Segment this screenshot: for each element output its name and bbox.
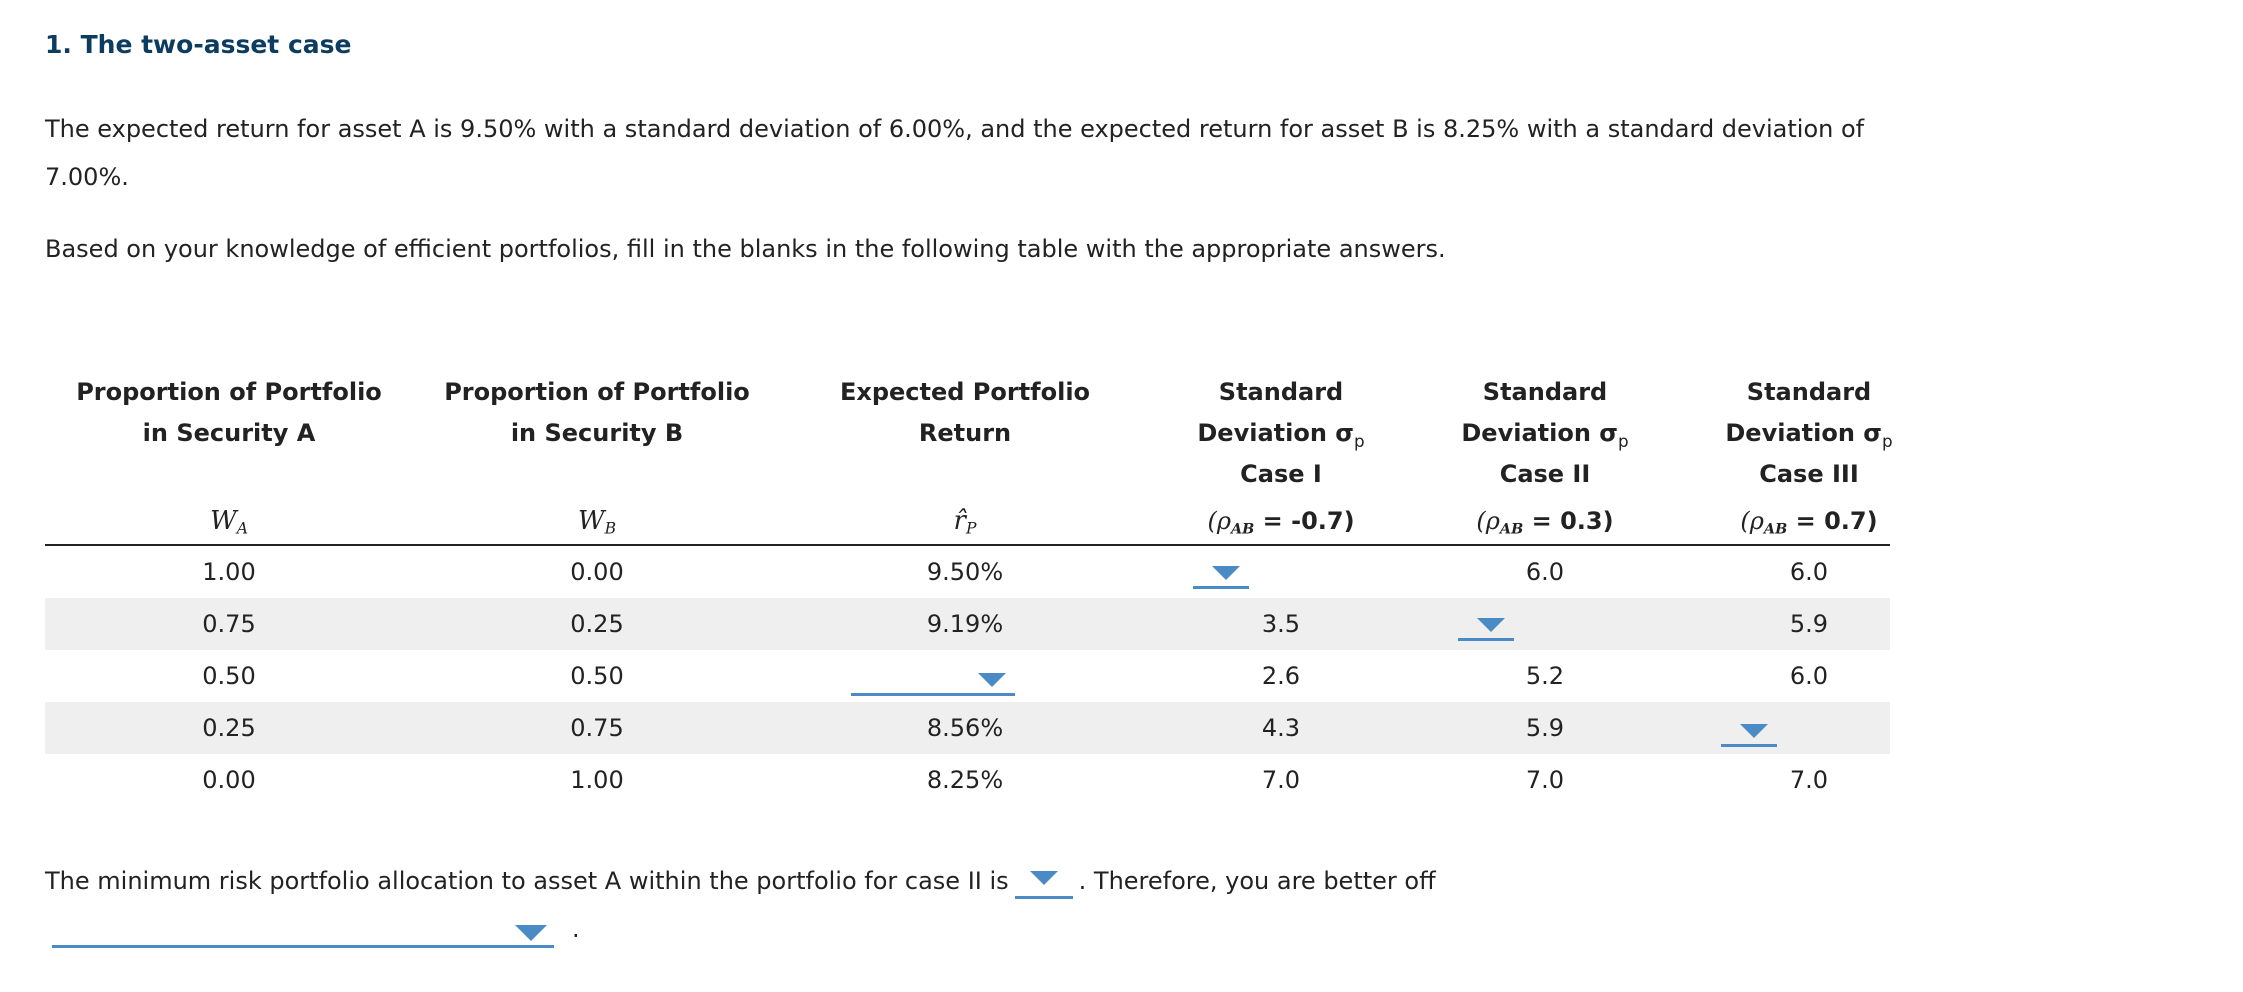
cell-case2: 5.2 [1525, 662, 1565, 690]
cell-case3: 6.0 [1789, 558, 1829, 586]
header-weight-a: Proportion of Portfolio in Security A [76, 378, 382, 447]
header-case-1: Standard Deviation σp Case I [1197, 378, 1365, 488]
cell-case2: 6.0 [1525, 558, 1565, 586]
std-case1-dropdown[interactable] [1193, 558, 1249, 589]
cell-wb: 1.00 [570, 766, 624, 794]
chevron-down-icon [978, 673, 1006, 687]
better-off-dropdown[interactable] [52, 917, 554, 948]
min-risk-allocation-dropdown[interactable] [1014, 866, 1073, 899]
cell-wa: 0.75 [202, 610, 256, 638]
question-text-2: . Therefore, you are better off [1078, 867, 1436, 895]
std-case2-dropdown[interactable] [1458, 610, 1514, 641]
cell-return: 9.50% [926, 558, 1004, 586]
cell-wb: 0.00 [570, 558, 624, 586]
symbol-wb: WB [577, 506, 617, 538]
rho-case-1: (ρAB = -0.7) [1207, 507, 1355, 538]
rho-case-2: (ρAB = 0.3) [1476, 507, 1614, 538]
chevron-down-icon [1212, 566, 1240, 580]
intro-paragraph: The expected return for asset A is 9.50%… [45, 115, 1865, 191]
cell-wb: 0.50 [570, 662, 624, 690]
chevron-down-icon [1029, 870, 1058, 885]
cell-wa: 1.00 [202, 558, 256, 586]
chevron-down-icon [1740, 724, 1768, 738]
cell-case2: 5.9 [1525, 714, 1565, 742]
bottom-question: The minimum risk portfolio allocation to… [45, 857, 1436, 905]
std-case3-dropdown[interactable] [1721, 716, 1777, 747]
cell-wb: 0.25 [570, 610, 624, 638]
instructions-paragraph: Based on your knowledge of efficient por… [45, 235, 1446, 263]
header-case-2: Standard Deviation σp Case II [1461, 378, 1629, 488]
table-row: 0.00 1.00 8.25% 7.0 7.0 7.0 [45, 754, 1890, 806]
cell-case1: 4.3 [1261, 714, 1301, 742]
cell-case3: 7.0 [1789, 766, 1829, 794]
cell-case1: 2.6 [1261, 662, 1301, 690]
cell-wa: 0.25 [202, 714, 256, 742]
bottom-answer-line: . [52, 905, 652, 953]
cell-case3: 5.9 [1789, 610, 1829, 638]
table-row: 0.50 0.50 2.6 5.2 6.0 [45, 650, 1890, 702]
symbol-wa: WA [210, 506, 248, 538]
rho-case-3: (ρAB = 0.7) [1740, 507, 1878, 538]
symbol-rp: r̂P [953, 506, 977, 538]
period-text: . [572, 915, 580, 943]
header-expected-return: Expected Portfolio Return [839, 378, 1091, 447]
cell-return: 8.25% [926, 766, 1004, 794]
cell-return: 9.19% [926, 610, 1004, 638]
chevron-down-icon [1477, 618, 1505, 632]
cell-wa: 0.00 [202, 766, 256, 794]
cell-case3: 6.0 [1789, 662, 1829, 690]
header-weight-b: Proportion of Portfolio in Security B [444, 378, 750, 447]
cell-return: 8.56% [926, 714, 1004, 742]
table-row: 1.00 0.00 9.50% 6.0 6.0 [45, 546, 1890, 598]
cell-case2: 7.0 [1525, 766, 1565, 794]
cell-case1: 3.5 [1261, 610, 1301, 638]
expected-return-dropdown[interactable] [851, 665, 1015, 696]
cell-wa: 0.50 [202, 662, 256, 690]
chevron-down-icon [515, 925, 547, 941]
section-title: 1. The two-asset case [45, 30, 352, 59]
question-text-1: The minimum risk portfolio allocation to… [45, 867, 1009, 895]
cell-wb: 0.75 [570, 714, 624, 742]
header-case-3: Standard Deviation σp Case III [1725, 378, 1893, 488]
cell-case1: 7.0 [1261, 766, 1301, 794]
table-row: 0.75 0.25 9.19% 3.5 5.9 [45, 598, 1890, 650]
table-row: 0.25 0.75 8.56% 4.3 5.9 [45, 702, 1890, 754]
table-header: Proportion of Portfolio in Security A WA… [45, 372, 1893, 546]
portfolio-table: Proportion of Portfolio in Security A WA… [45, 372, 1893, 806]
